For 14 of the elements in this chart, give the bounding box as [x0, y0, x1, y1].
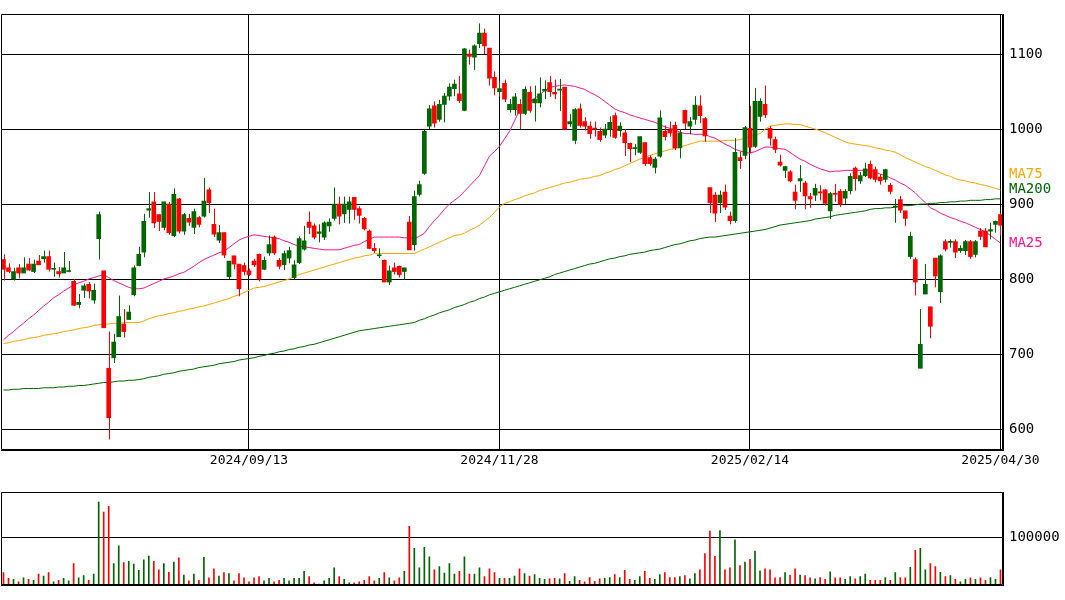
series-label: MA25: [1009, 233, 1043, 250]
x-tick-label: 2024/09/13: [209, 452, 289, 468]
y-tick-label: 100000: [1009, 528, 1060, 545]
x-tick-label: 2024/11/28: [460, 452, 539, 468]
x-tick-label: 2025/02/14: [710, 452, 790, 468]
y-tick-label: 1000: [1009, 119, 1043, 136]
y-tick-label: 800: [1009, 269, 1035, 286]
x-tick-label: 2025/04/30: [961, 452, 1040, 468]
y-tick-label: 900: [1009, 194, 1035, 211]
series-label: MA200: [1009, 180, 1052, 197]
series-label: MA75: [1009, 165, 1043, 182]
y-tick-label: 1100: [1009, 44, 1043, 61]
y-tick-label: 600: [1009, 419, 1035, 436]
y-tick-label: 700: [1009, 344, 1035, 361]
